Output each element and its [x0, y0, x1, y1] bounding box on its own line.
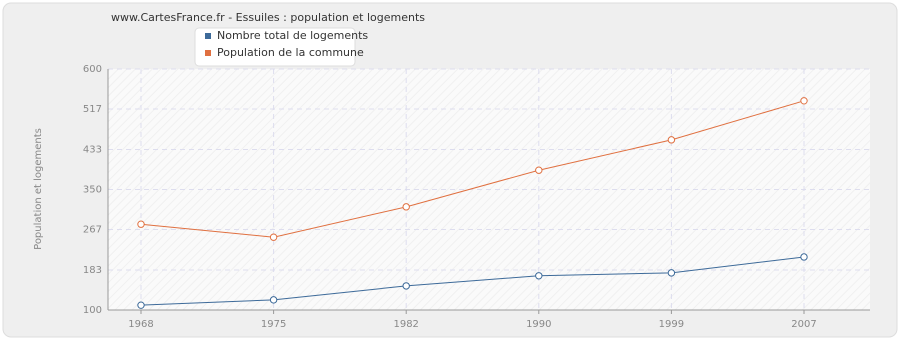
series-line	[140, 256, 805, 306]
y-tick-label: 433	[83, 144, 102, 155]
x-tick-label: 1968	[128, 319, 153, 330]
series-line	[140, 100, 805, 238]
data-point	[137, 301, 145, 309]
data-point	[667, 136, 676, 144]
y-tick-label: 100	[83, 305, 102, 316]
legend	[194, 27, 356, 67]
data-point	[535, 166, 543, 174]
data-point	[402, 203, 410, 211]
legend-label: Population de la commune	[217, 46, 364, 59]
data-point	[269, 296, 278, 304]
data-point	[402, 282, 410, 290]
data-point	[137, 220, 145, 228]
legend-swatch	[205, 50, 211, 56]
y-tick-label: 183	[83, 265, 102, 276]
y-axis-label: Population et logements	[33, 128, 44, 250]
x-tick-label: 1975	[261, 319, 286, 330]
y-tick-label: 517	[83, 104, 102, 115]
data-point	[269, 233, 278, 241]
y-tick-label: 600	[83, 64, 102, 75]
data-point	[535, 272, 543, 280]
x-tick-label: 1990	[526, 319, 551, 330]
chart-title: www.CartesFrance.fr - Essuiles : populat…	[111, 11, 425, 24]
data-point	[800, 253, 808, 261]
y-tick-label: 350	[83, 185, 102, 196]
legend-swatch	[205, 33, 211, 39]
x-tick-label: 1982	[393, 319, 418, 330]
legend-label: Nombre total de logements	[217, 29, 368, 42]
data-point	[800, 97, 808, 105]
x-tick-label: 2007	[791, 319, 816, 330]
y-tick-label: 267	[83, 225, 102, 236]
data-point	[667, 269, 676, 277]
x-tick-label: 1999	[659, 319, 684, 330]
